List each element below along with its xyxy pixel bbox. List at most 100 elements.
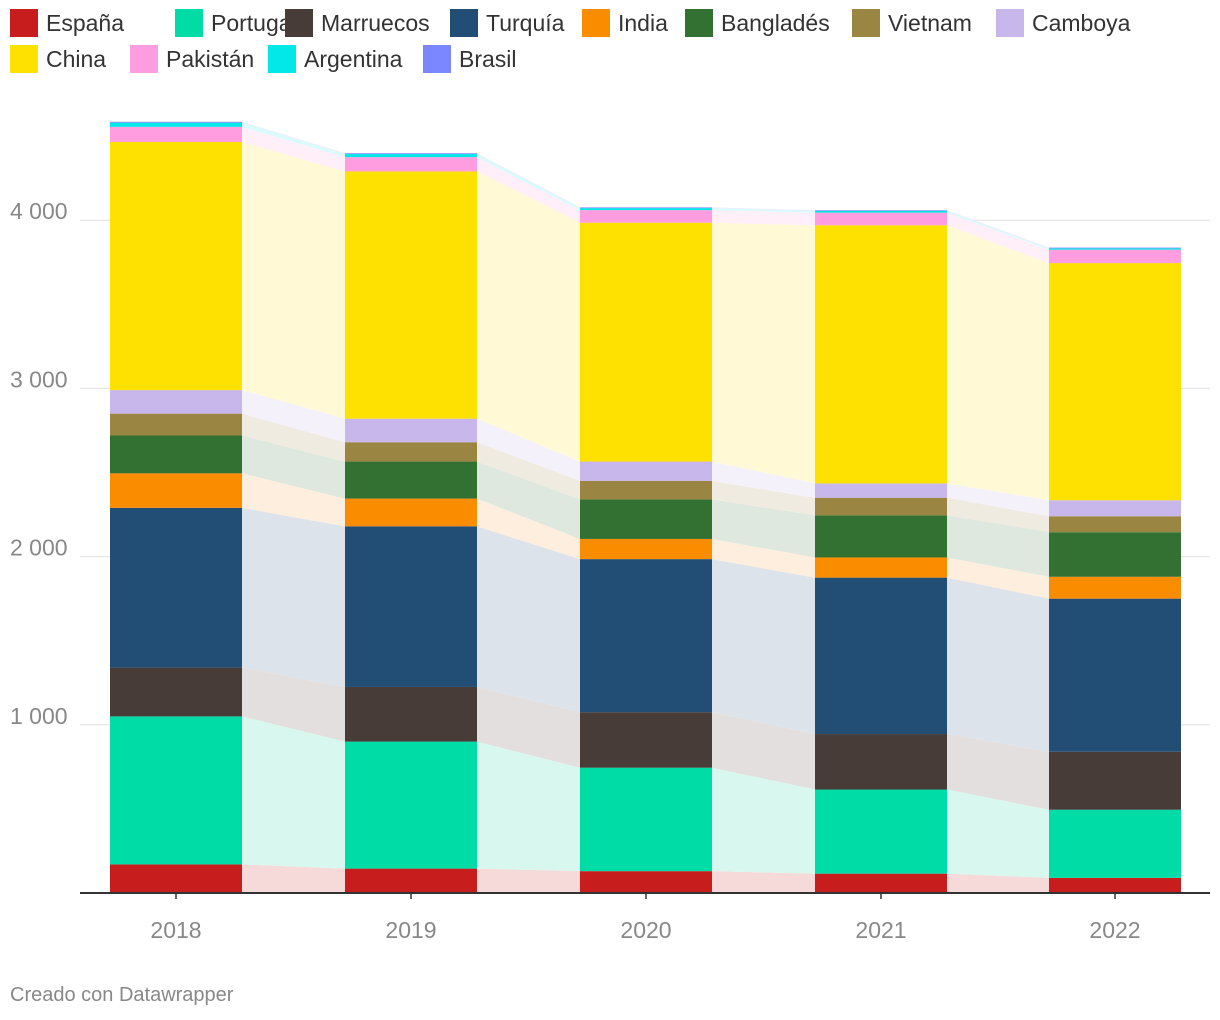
bar-2020-turquia: [580, 559, 712, 713]
bar-2018-china: [110, 141, 242, 391]
connector-india: [477, 498, 580, 560]
legend-label: China: [46, 45, 107, 72]
legend-swatch: [423, 45, 451, 73]
bar-2021-marruecos: [815, 734, 947, 790]
connector-vietnam: [242, 413, 345, 462]
legend-label: Argentina: [304, 45, 403, 72]
connector-china: [947, 225, 1049, 501]
legend-label: Turquía: [486, 9, 565, 36]
legend-item-camboya: Camboya: [996, 8, 1130, 38]
bar-2019-banglades: [345, 461, 477, 499]
legend-label: Bangladés: [721, 9, 830, 36]
legend-item-portugal: Portugal: [175, 8, 297, 38]
connector-marruecos: [477, 686, 580, 768]
x-tick-label: 2021: [855, 917, 906, 943]
connector-banglades: [477, 461, 580, 539]
bar-2022-vietnam: [1049, 516, 1181, 533]
connector-portugal: [242, 716, 345, 869]
legend-label: Camboya: [1032, 9, 1131, 36]
bar-2019-portugal: [345, 741, 477, 869]
bar-2018-vietnam: [110, 413, 242, 436]
connector-vietnam: [712, 480, 815, 516]
bar-2020-espana: [580, 871, 712, 893]
bar-2020-brasil: [580, 207, 712, 209]
bar-2020-banglades: [580, 499, 712, 539]
bar-2020-china: [580, 222, 712, 462]
bar-2022-china: [1049, 263, 1181, 501]
bar-2018-marruecos: [110, 667, 242, 717]
bar-2019-camboya: [345, 418, 477, 443]
legend-swatch: [582, 9, 610, 37]
bar-2021-turquia: [815, 577, 947, 735]
connector-turquia: [242, 507, 345, 687]
credit-text: Creado con Datawrapper: [10, 984, 234, 1006]
bar-2021-vietnam: [815, 497, 947, 516]
legend-item-india: India: [582, 8, 668, 38]
bar-2022-camboya: [1049, 500, 1181, 517]
bar-2018-turquia: [110, 507, 242, 668]
legend-item-china: China: [10, 44, 106, 74]
connector-pakistan: [947, 212, 1049, 264]
bar-2021-portugal: [815, 789, 947, 874]
bar-2019-argentina: [345, 154, 477, 158]
bar-2018-brasil: [110, 121, 242, 123]
connector-camboya: [242, 390, 345, 443]
bar-2020-camboya: [580, 461, 712, 481]
connector-pakistan: [712, 210, 815, 226]
legend-item-banglades: Bangladés: [685, 8, 830, 38]
bar-2018-camboya: [110, 390, 242, 414]
connector-pakistan: [477, 157, 580, 223]
connector-portugal: [947, 789, 1049, 878]
connector-espana: [947, 873, 1049, 893]
legend-label: Brasil: [459, 45, 517, 72]
connector-portugal: [712, 767, 815, 874]
bar-2022-espana: [1049, 877, 1181, 893]
bar-2020-argentina: [580, 208, 712, 211]
connector-vietnam: [947, 497, 1049, 533]
legend-swatch: [10, 9, 38, 37]
legend-label: Portugal: [211, 9, 297, 36]
bar-2018-banglades: [110, 435, 242, 474]
legend-label: Pakistán: [166, 45, 255, 72]
connector-areas: [242, 121, 1049, 893]
connector-brasil: [712, 207, 815, 211]
connector-espana: [242, 864, 345, 893]
connector-banglades: [242, 435, 345, 499]
connector-turquia: [947, 577, 1049, 752]
connector-india: [947, 557, 1049, 599]
x-tick-label: 2018: [150, 917, 201, 943]
bar-2019-china: [345, 171, 477, 419]
legend-item-marruecos: Marruecos: [285, 8, 430, 38]
connector-india: [242, 473, 345, 527]
legend-swatch: [285, 9, 313, 37]
legend-swatch: [175, 9, 203, 37]
legend-swatch: [852, 9, 880, 37]
connector-espana: [477, 868, 580, 893]
bar-2021-banglades: [815, 515, 947, 558]
legend-item-vietnam: Vietnam: [852, 8, 972, 38]
bar-2020-india: [580, 538, 712, 560]
connector-marruecos: [947, 734, 1049, 810]
connector-argentina: [712, 208, 815, 213]
bar-2021-china: [815, 225, 947, 484]
connector-marruecos: [242, 667, 345, 742]
connector-marruecos: [712, 712, 815, 790]
bar-2020-marruecos: [580, 712, 712, 768]
bar-2022-pakistan: [1049, 249, 1181, 264]
connector-china: [477, 171, 580, 462]
connector-pakistan: [242, 126, 345, 172]
bar-2021-brasil: [815, 210, 947, 211]
legend-item-argentina: Argentina: [268, 44, 402, 74]
legend-item-turquia: Turquía: [450, 8, 564, 38]
legend-swatch: [685, 9, 713, 37]
bar-2021-pakistan: [815, 212, 947, 226]
connector-vietnam: [477, 442, 580, 500]
connector-argentina: [242, 122, 345, 158]
connector-banglades: [712, 499, 815, 558]
legend-swatch: [10, 45, 38, 73]
connector-india: [712, 538, 815, 578]
connector-china: [242, 141, 345, 419]
connector-camboya: [947, 483, 1049, 517]
connector-banglades: [947, 515, 1049, 577]
